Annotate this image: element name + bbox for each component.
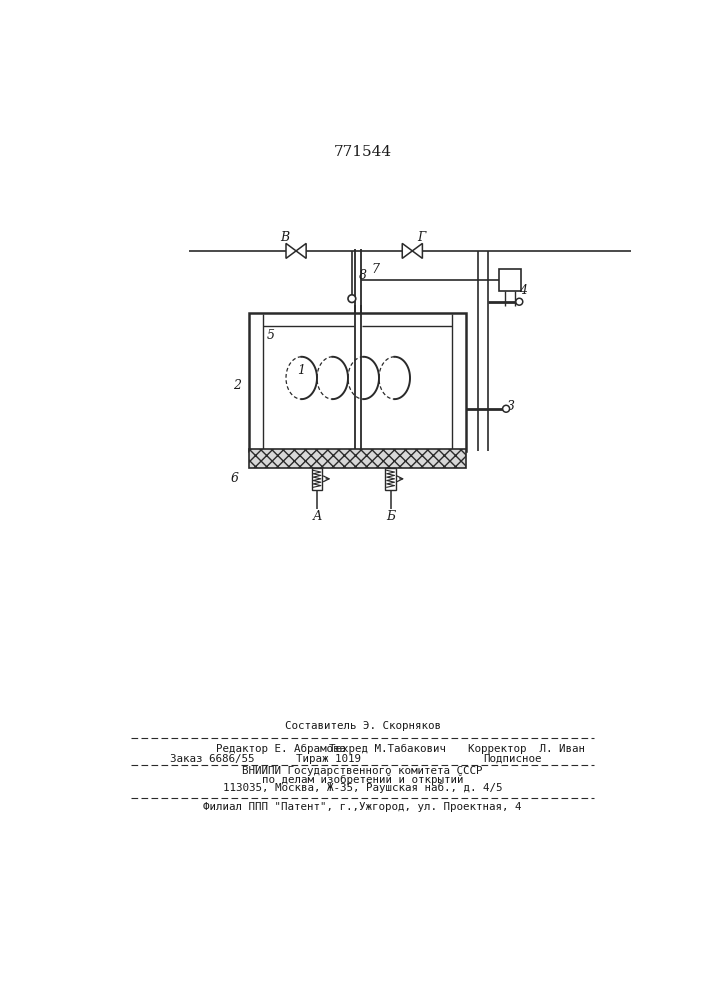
Text: Филиал ППП "Патент", г.,Ужгород, ул. Проектная, 4: Филиал ППП "Патент", г.,Ужгород, ул. Про…	[204, 802, 522, 812]
Circle shape	[348, 295, 356, 302]
Text: 771544: 771544	[334, 145, 392, 159]
Text: Г: Г	[418, 231, 426, 244]
Polygon shape	[402, 243, 412, 258]
Text: Заказ 6686/55: Заказ 6686/55	[170, 754, 255, 764]
Text: 6: 6	[231, 472, 239, 485]
Circle shape	[503, 405, 510, 412]
Text: 1: 1	[298, 364, 305, 377]
Text: 5: 5	[267, 329, 274, 342]
Polygon shape	[412, 243, 422, 258]
Bar	[499, 269, 521, 291]
Text: Подписное: Подписное	[484, 754, 542, 764]
Text: Составитель Э. Скорняков: Составитель Э. Скорняков	[285, 721, 440, 731]
Bar	[249, 449, 466, 468]
Text: 113035, Москва, Ж-35, Раушская наб., д. 4/5: 113035, Москва, Ж-35, Раушская наб., д. …	[223, 783, 503, 793]
Bar	[385, 468, 396, 490]
Text: Редактор Е. Абрамова: Редактор Е. Абрамова	[216, 744, 346, 754]
Text: Тираж 1019: Тираж 1019	[296, 754, 361, 764]
Text: 2: 2	[233, 379, 241, 392]
Text: Корректор  Л. Иван: Корректор Л. Иван	[468, 744, 585, 754]
Text: В: В	[281, 231, 290, 244]
Text: Б: Б	[386, 510, 395, 523]
Polygon shape	[286, 243, 296, 258]
Text: Техред М.Табакович: Техред М.Табакович	[329, 744, 445, 754]
Bar	[312, 468, 322, 490]
Bar	[249, 312, 466, 451]
Text: по делам изобретений и открытий: по делам изобретений и открытий	[262, 775, 464, 785]
Text: 8: 8	[358, 269, 367, 282]
Text: ВНИИПИ Государственного комитета СССР: ВНИИПИ Государственного комитета СССР	[243, 766, 483, 776]
Polygon shape	[296, 243, 306, 258]
Circle shape	[516, 298, 522, 305]
Text: 4: 4	[519, 284, 527, 297]
Text: 3: 3	[507, 400, 515, 413]
Text: 7: 7	[371, 263, 379, 276]
Text: А: А	[312, 510, 322, 523]
